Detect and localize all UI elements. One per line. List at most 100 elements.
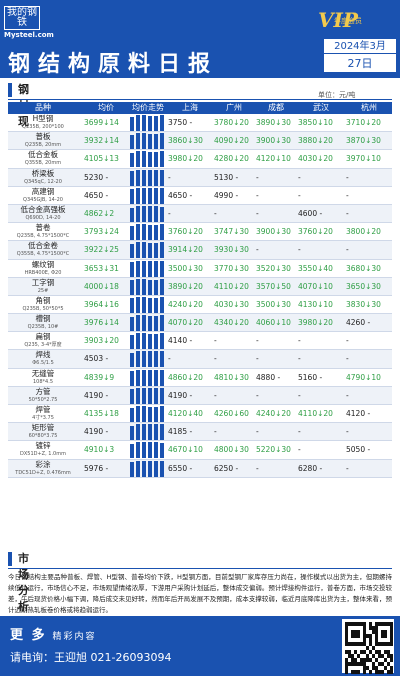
avg-trend-sparkbars bbox=[130, 132, 166, 150]
trend-bar bbox=[130, 262, 134, 277]
column-header: 品种 bbox=[35, 103, 51, 112]
avg-trend-sparkbars bbox=[130, 423, 166, 441]
city-price-wh: - bbox=[298, 245, 301, 255]
city-price-gz: 3747↓30 bbox=[214, 227, 249, 237]
city-price-wh: 5160 - bbox=[298, 372, 323, 382]
avg-price: 4190 - bbox=[84, 427, 109, 437]
qr-cell bbox=[372, 666, 375, 670]
city-price-cd: - bbox=[256, 427, 259, 437]
city-price-gz: 4800↓30 bbox=[214, 445, 249, 455]
city-price-sh: 4650 - bbox=[168, 190, 193, 200]
trend-bar bbox=[136, 260, 140, 277]
product-spec: Q235B, 50*50*5 bbox=[22, 305, 64, 312]
trend-bar bbox=[160, 115, 164, 131]
trend-bar bbox=[142, 315, 146, 332]
trend-bar bbox=[136, 187, 140, 204]
qr-cell bbox=[351, 622, 354, 626]
city-price-cd: 3900↓30 bbox=[256, 227, 291, 237]
product-name: 普板 bbox=[35, 132, 51, 142]
avg-trend-sparkbars bbox=[130, 441, 166, 459]
product-spec: 108*4.5 bbox=[33, 378, 53, 385]
city-price-cd: 4120↓10 bbox=[256, 154, 291, 164]
section-divider bbox=[8, 568, 392, 569]
qr-cell bbox=[345, 670, 348, 674]
table-row: 低合金板 Q355B, 20mm 4105↓13 3980↓20 4280↓20 4120… bbox=[8, 150, 392, 169]
trend-bar bbox=[136, 424, 140, 441]
qr-cell bbox=[381, 622, 384, 626]
qr-cell bbox=[378, 654, 381, 658]
qr-cell bbox=[390, 638, 393, 642]
city-price-sh: 4185 - bbox=[168, 427, 193, 437]
qr-cell bbox=[354, 662, 357, 666]
qr-cell bbox=[369, 670, 372, 674]
table-row: 普卷 Q235B, 4.75*1500*C 3793↓24 3760↓20 3747↓3… bbox=[8, 223, 392, 242]
contact-info: 请电询：王迎旭 021-26093094 bbox=[10, 651, 172, 664]
city-price-sh: 6550 - bbox=[168, 463, 193, 473]
product-cell: 焊线 Φ6.5/1.5 bbox=[8, 350, 78, 367]
qr-cell bbox=[387, 650, 390, 654]
city-price-gz: 4810↓30 bbox=[214, 372, 249, 382]
trend-bar bbox=[148, 205, 152, 222]
qr-cell bbox=[348, 662, 351, 666]
city-price-wh: 3850↓10 bbox=[298, 118, 333, 127]
trend-bar bbox=[148, 442, 152, 459]
avg-price: 5976 - bbox=[84, 463, 109, 473]
product-cell: 彩涂 TDC51D+Z, 0.476mm bbox=[8, 460, 78, 477]
trend-bar bbox=[160, 406, 164, 422]
table-row: 角钢 Q235B, 50*50*5 3964↓16 4240↓20 4030↓30 350… bbox=[8, 296, 392, 315]
trend-bar bbox=[154, 279, 158, 295]
avg-trend-sparkbars bbox=[130, 241, 166, 259]
avg-price: 4135↓18 bbox=[84, 409, 119, 418]
city-price-hz: 3800↓20 bbox=[346, 227, 381, 237]
avg-trend-sparkbars bbox=[130, 350, 166, 368]
avg-trend-sparkbars bbox=[130, 296, 166, 313]
trend-bar bbox=[148, 406, 152, 422]
city-price-sh: 3500↓30 bbox=[168, 263, 203, 273]
market-analysis-text: 今日钢结构主要品种普板、焊管、H型钢、普卷均价下跌，H型钢方面，目前型钢厂家库存… bbox=[8, 573, 392, 614]
trend-bar bbox=[136, 224, 140, 241]
city-price-cd: - bbox=[256, 390, 259, 400]
qr-cell bbox=[384, 642, 387, 646]
trend-bar bbox=[142, 133, 146, 150]
city-price-wh: 4130↓10 bbox=[298, 299, 333, 309]
qr-cell bbox=[384, 666, 387, 670]
trend-bar bbox=[142, 460, 146, 477]
product-cell: 角钢 Q235B, 50*50*5 bbox=[8, 296, 78, 313]
qr-cell bbox=[345, 666, 348, 670]
trend-bar bbox=[160, 224, 164, 241]
trend-bar bbox=[148, 370, 152, 386]
city-price-cd: - bbox=[256, 336, 259, 346]
city-price-gz: 5130 - bbox=[214, 172, 239, 182]
trend-bar bbox=[148, 243, 152, 259]
product-cell: 槽钢 Q235B, 10# bbox=[8, 314, 78, 331]
trend-bar bbox=[148, 424, 152, 441]
city-price-sh: 3890↓20 bbox=[168, 281, 203, 291]
product-cell: 普卷 Q235B, 4.75*1500*C bbox=[8, 223, 78, 240]
trend-bar bbox=[160, 424, 164, 441]
avg-trend-sparkbars bbox=[130, 150, 166, 168]
qr-cell bbox=[375, 634, 378, 638]
product-spec: 4寸*3.75 bbox=[32, 415, 54, 421]
table-row: 焊线 Φ6.5/1.5 4503 - - - - - - bbox=[8, 350, 392, 369]
trend-bar bbox=[160, 187, 164, 204]
qr-cell bbox=[378, 622, 381, 626]
qr-cell bbox=[378, 662, 381, 666]
city-price-cd: 5220↓30 bbox=[256, 445, 291, 455]
trend-bar bbox=[130, 425, 134, 441]
table-header: 品种 均价 均价走势 上海 广州 成都 武汉 杭州 bbox=[8, 102, 392, 114]
trend-bar bbox=[136, 296, 140, 313]
city-price-sh: - bbox=[168, 172, 171, 182]
trend-bar bbox=[136, 242, 140, 259]
trend-bar bbox=[160, 351, 164, 368]
city-price-cd: 3500↓30 bbox=[256, 299, 291, 309]
trend-bar bbox=[136, 133, 140, 150]
qr-cell bbox=[381, 670, 384, 674]
avg-trend-sparkbars bbox=[130, 260, 166, 277]
qr-cell bbox=[378, 670, 381, 674]
qr-cell bbox=[354, 658, 357, 662]
qr-cell bbox=[345, 626, 348, 630]
trend-bar bbox=[136, 205, 140, 222]
product-cell: 矩形管 60*80*3.75 bbox=[8, 423, 78, 440]
trend-bar bbox=[130, 462, 134, 477]
city-price-cd: 4060↓10 bbox=[256, 318, 291, 328]
